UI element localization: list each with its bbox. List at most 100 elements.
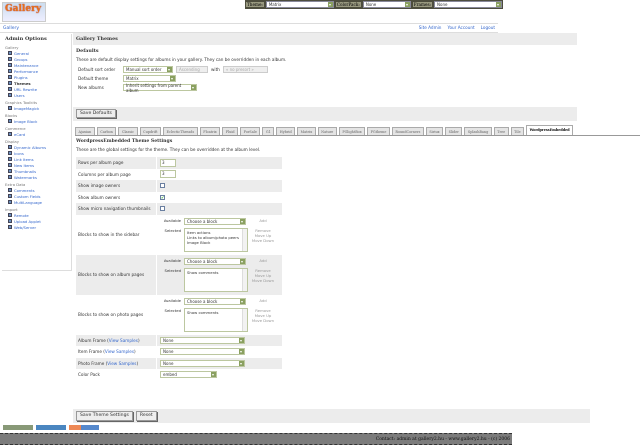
album-add-button[interactable]: Add — [259, 257, 267, 263]
breadcrumb[interactable]: Gallery — [0, 23, 498, 33]
sidebar-move-up-button[interactable]: Move Up — [254, 232, 272, 238]
album-frame-select[interactable]: None — [160, 336, 245, 344]
sidebar-item-users[interactable]: Users — [5, 92, 68, 98]
tab-g1[interactable]: G1 — [262, 127, 275, 135]
gallery-badge-icon[interactable] — [69, 425, 99, 430]
default-theme-select[interactable]: Matrix — [123, 75, 176, 82]
sidebar-item-upload-applet[interactable]: Upload Applet — [5, 218, 68, 224]
micro-nav-checkbox[interactable] — [160, 206, 165, 212]
album-available-select[interactable]: Choose a block — [184, 257, 246, 265]
sidebar-item-custom-fields[interactable]: Custom Fields — [5, 193, 68, 199]
photo-move-down-button[interactable]: Move Down — [251, 317, 275, 323]
validator-badge-icon[interactable] — [3, 425, 33, 430]
save-theme-settings-button[interactable]: Save Theme Settings — [76, 411, 133, 421]
sidebar-item-web-server[interactable]: Web/Server — [5, 224, 68, 230]
sidebar-available-select[interactable]: Choose a block — [184, 217, 246, 225]
colorpack-select[interactable]: None — [362, 1, 411, 8]
tab-siriux[interactable]: Siriux — [425, 127, 444, 135]
tab-splashbang[interactable]: SplashBang — [464, 127, 492, 135]
sidebar-item-multilanguage[interactable]: MultiLanguage — [5, 199, 68, 205]
photo-selected-item[interactable]: Show comments — [187, 309, 219, 315]
item-frame-samples-link[interactable]: View Samples — [104, 349, 135, 355]
presort-value: « no presort » — [225, 67, 254, 72]
your-account-link[interactable]: Your Account — [447, 25, 475, 30]
album-selected-item[interactable]: Show comments — [187, 269, 219, 275]
sidebar-item-maintenance[interactable]: Maintenance — [5, 62, 68, 68]
sidebar-item-performance[interactable]: Performance — [5, 68, 68, 74]
tab-wordpressembedded[interactable]: WordpressEmbedded — [526, 125, 574, 135]
sidebar-remove-button[interactable]: Remove — [255, 227, 271, 233]
sort-order-select[interactable]: Manual sort order — [123, 66, 173, 73]
sidebar-item-imagemagick[interactable]: ImageMagick — [5, 105, 68, 111]
color-pack-select[interactable]: embed — [160, 371, 217, 379]
photo-frame-samples-link[interactable]: View Samples — [107, 360, 137, 366]
tab-hybrid[interactable]: Hybrid — [276, 127, 296, 135]
album-selected-list[interactable]: Show comments — [184, 267, 248, 292]
sidebar-item-groups[interactable]: Groups — [5, 56, 68, 62]
columns-per-page-label: Columns per album page — [78, 171, 131, 177]
tab-tree[interactable]: Tree — [493, 127, 509, 135]
tab-tile[interactable]: Tile — [510, 127, 525, 135]
sidebar-selected-item[interactable]: Item actions — [187, 229, 211, 235]
save-defaults-button[interactable]: Save Defaults — [76, 109, 116, 118]
sidebar-selected-item[interactable]: Links to album/photo peers — [187, 234, 239, 240]
tab-forsale[interactable]: ForSale — [240, 127, 261, 135]
columns-per-page-input[interactable]: 3 — [160, 170, 176, 179]
sidebar-item-dynamic-albums[interactable]: Dynamic Albums — [5, 144, 68, 150]
tab-matrix[interactable]: Matrix — [297, 127, 316, 135]
rows-per-page-input[interactable]: 3 — [160, 158, 176, 167]
tab-classic[interactable]: Classic — [118, 127, 138, 135]
sidebar-item-image-block[interactable]: Image Block — [5, 118, 68, 124]
photo-remove-button[interactable]: Remove — [255, 307, 271, 313]
sort-direction-select[interactable]: Ascending — [176, 66, 208, 73]
tab-slider[interactable]: Slider — [445, 127, 463, 135]
sidebar-selected-item[interactable]: Image Block — [187, 239, 211, 245]
album-move-down-button[interactable]: Move Down — [251, 277, 275, 283]
firefox-badge-icon[interactable] — [36, 425, 66, 430]
tab-pgtheme[interactable]: PGtheme — [367, 127, 390, 135]
sidebar-move-down-button[interactable]: Move Down — [251, 237, 275, 243]
gallery-logo[interactable]: Gallery — [2, 2, 46, 22]
item-frame-select[interactable]: None — [160, 348, 245, 356]
reset-button[interactable]: Reset — [135, 411, 157, 421]
sidebar-add-button[interactable]: Add — [259, 217, 267, 223]
image-owners-checkbox[interactable] — [160, 183, 165, 189]
sidebar-selected-list[interactable]: Item actions Links to album/photo peers Im… — [184, 227, 248, 252]
tab-cupdrift[interactable]: Cupdrift — [139, 127, 161, 135]
site-admin-link[interactable]: Site Admin — [418, 25, 442, 30]
frames-select[interactable]: None — [434, 1, 503, 8]
sidebar-item-ecard[interactable]: eCard — [5, 131, 68, 137]
sidebar-item-thumbnails[interactable]: Thumbnails — [5, 168, 68, 174]
tab-roundcorners[interactable]: RoundCorners — [391, 127, 424, 135]
album-remove-button[interactable]: Remove — [255, 267, 271, 273]
sidebar-item-url-rewrite[interactable]: URL Rewrite — [5, 86, 68, 92]
tab-eclecticthreads[interactable]: EclecticThreads — [163, 127, 198, 135]
tab-nature[interactable]: Nature — [317, 127, 337, 135]
tab-carbon[interactable]: Carbon — [96, 127, 117, 135]
photo-selected-list[interactable]: Show comments — [184, 307, 248, 332]
sidebar-item-remote[interactable]: Remote — [5, 212, 68, 218]
photo-available-select[interactable]: Choose a block — [184, 297, 246, 305]
tab-floatrix[interactable]: Floatrix — [199, 127, 221, 135]
sidebar-item-plugins[interactable]: Plugins — [5, 74, 68, 80]
photo-add-button[interactable]: Add — [259, 297, 267, 303]
sidebar-item-icons[interactable]: Icons — [5, 150, 68, 156]
sidebar-item-general[interactable]: General — [5, 50, 68, 56]
logout-link[interactable]: Logout — [480, 25, 495, 30]
album-owners-checkbox[interactable]: ✔ — [160, 194, 165, 200]
new-albums-select[interactable]: Inherit settings from parent album — [123, 83, 197, 93]
album-move-up-button[interactable]: Move Up — [254, 272, 272, 278]
tab-fluid[interactable]: Fluid — [222, 127, 239, 135]
tab-ajaxian[interactable]: Ajaxian — [75, 127, 95, 135]
photo-move-up-button[interactable]: Move Up — [254, 312, 272, 318]
photo-frame-select[interactable]: None — [160, 359, 245, 367]
theme-select[interactable]: Matrix — [265, 1, 334, 8]
album-frame-samples-link[interactable]: View Samples — [108, 337, 138, 343]
sidebar-item-new-items[interactable]: New Items — [5, 162, 68, 168]
presort-select[interactable]: « no presort » — [222, 66, 268, 73]
sidebar-item-watermarks[interactable]: Watermarks — [5, 174, 68, 180]
tab-pglightbox[interactable]: PGlightBox — [338, 127, 366, 135]
sidebar-item-comments[interactable]: Comments — [5, 187, 68, 193]
sidebar-item-themes[interactable]: Themes — [5, 80, 68, 86]
sidebar-item-link-items[interactable]: Link Items — [5, 156, 68, 162]
